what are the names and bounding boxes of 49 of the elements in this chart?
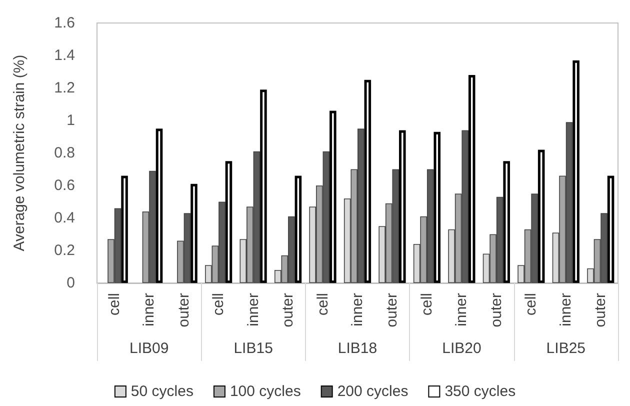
y-tick-label: 1 (66, 112, 75, 129)
y-tick-label: 0.8 (54, 144, 75, 162)
x-tick-label: cell (522, 293, 540, 316)
y-tick-label: 1.6 (54, 14, 75, 32)
x-tick-label: outer (488, 293, 505, 328)
bar (434, 132, 441, 283)
bar (399, 130, 406, 283)
bar (503, 161, 510, 283)
bar (260, 90, 267, 283)
y-tick-label: 1.4 (54, 47, 75, 64)
legend-label: 200 cycles (337, 383, 408, 400)
text: LIB15 (234, 340, 273, 357)
x-tick-label: outer (592, 293, 610, 328)
bar (190, 184, 198, 283)
x-tick-label: outer (280, 293, 297, 328)
bar (468, 75, 476, 283)
x-tick-label: outer (175, 293, 192, 328)
bar (121, 176, 128, 283)
x-tick-label: cell (106, 293, 123, 316)
x-tick-label: inner (349, 293, 366, 326)
x-tick-label: inner (557, 293, 574, 326)
y-tick-label: 0.2 (54, 242, 75, 259)
y-tick-label: 1.2 (54, 80, 75, 96)
bar (225, 161, 232, 283)
x-tick-label: cell (210, 293, 228, 316)
x-tick-label: inner (453, 293, 470, 326)
legend-label: 50 cycles (130, 383, 194, 400)
bar (572, 60, 580, 283)
bar (330, 110, 336, 283)
text: LIB09 (130, 340, 169, 357)
y-tick-label: 0 (66, 274, 75, 292)
x-tick-label: inner (140, 293, 158, 326)
text: LIB18 (338, 340, 378, 357)
y-axis-title: Average volumetric strain (%) (11, 54, 28, 252)
legend-label: 350 cycles (444, 383, 516, 400)
text: LIB25 (546, 340, 586, 357)
x-tick-label: inner (244, 293, 262, 326)
legend-label: 100 cycles (230, 383, 301, 400)
bar (364, 80, 372, 283)
bar (607, 176, 614, 283)
x-tick-label: outer (384, 293, 401, 328)
bar (294, 176, 302, 283)
y-tick-label: 0.6 (54, 177, 75, 194)
bar (538, 150, 545, 283)
text: LIB20 (442, 340, 482, 357)
bar (156, 128, 163, 283)
x-tick-label: cell (314, 293, 332, 316)
y-tick-label: 0.4 (54, 210, 75, 226)
x-tick-label: cell (418, 293, 436, 316)
